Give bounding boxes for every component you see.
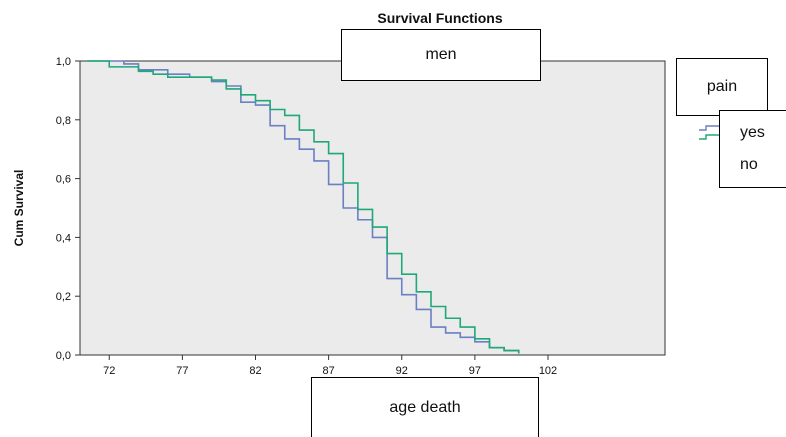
legend-item-yes: yes	[740, 124, 765, 141]
survival-chart: Survival Functions 72 77 82 87 92 97 102 0,00,…	[12, 10, 719, 377]
y-tick-label: 0,0	[56, 350, 71, 362]
x-tick-label: 92	[396, 365, 408, 377]
y-axis-label: Cum Survival	[12, 170, 26, 247]
x-tick-label: 87	[323, 365, 335, 377]
series-layer	[87, 60, 520, 354]
x-tick-label: 72	[103, 365, 115, 377]
chart-title: Survival Functions	[377, 10, 502, 26]
x-axis-label: age death	[311, 377, 539, 437]
series-line-no	[87, 60, 520, 354]
legend-swatches	[699, 125, 719, 140]
chart-subtitle: men	[341, 29, 541, 81]
x-tick-label: 97	[469, 365, 481, 377]
y-tick-label: 0,4	[56, 232, 71, 244]
y-tick-label: 1,0	[56, 56, 71, 68]
plot-area	[79, 60, 666, 356]
y-tick-label: 0,8	[56, 115, 71, 127]
y-tick-label: 0,2	[56, 291, 71, 303]
legend-swatch-yes	[699, 125, 719, 131]
x-axis: 72 77 82 87 92 97 102	[103, 355, 557, 377]
y-axis: 0,0 0,2 0,4 0,6 0,8 1,0	[56, 56, 80, 362]
x-tick-label: 102	[539, 365, 557, 377]
y-tick-label: 0,6	[56, 174, 71, 186]
legend-title: pain	[676, 58, 768, 116]
legend-item-no: no	[740, 156, 758, 173]
x-tick-label: 77	[176, 365, 188, 377]
legend-swatch-no	[699, 134, 719, 140]
legend: yes no	[719, 110, 786, 188]
x-tick-label: 82	[249, 365, 261, 377]
